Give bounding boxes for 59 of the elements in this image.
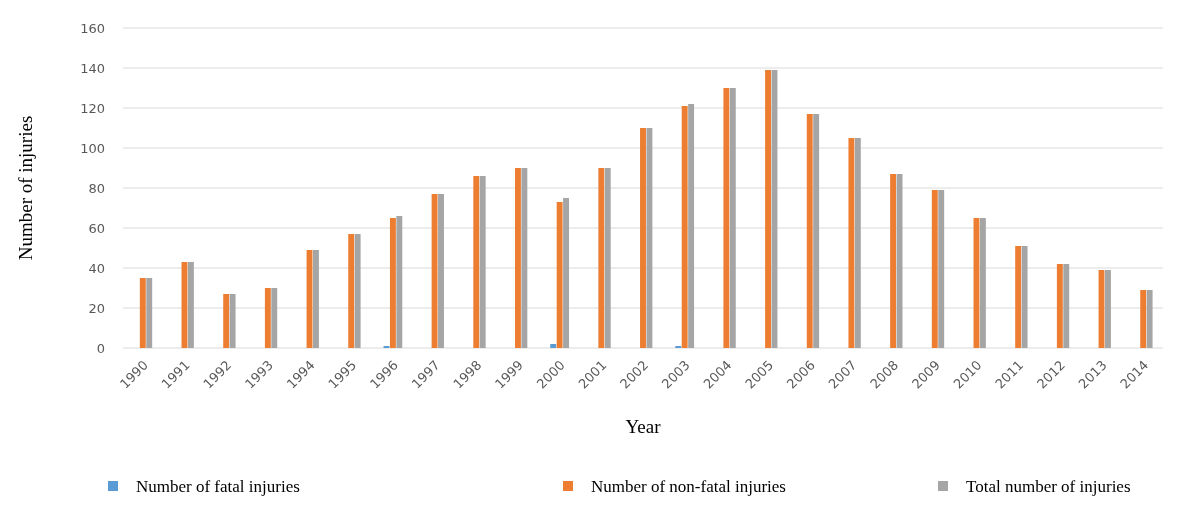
bar <box>515 168 521 348</box>
bar <box>1146 290 1153 348</box>
bar <box>813 114 820 348</box>
bar <box>438 194 444 348</box>
bar <box>354 234 361 348</box>
y-tick-label: 0 <box>96 340 105 356</box>
bar <box>229 294 236 348</box>
bar <box>348 234 355 348</box>
y-tick-label: 40 <box>88 260 105 276</box>
bar <box>688 104 695 348</box>
bar <box>264 288 271 348</box>
bar <box>139 278 146 348</box>
bar <box>681 106 688 348</box>
bar <box>598 168 605 348</box>
legend-label: Total number of injuries <box>966 477 1131 496</box>
bar <box>271 288 278 348</box>
bar <box>640 128 646 348</box>
bar <box>479 176 486 348</box>
bar <box>187 262 194 348</box>
bar <box>431 194 438 348</box>
bar <box>604 168 611 348</box>
y-tick-label: 140 <box>80 60 105 76</box>
bar <box>729 88 736 348</box>
y-tick-label: 80 <box>88 180 105 196</box>
bar <box>938 190 945 348</box>
bar <box>646 128 653 348</box>
bar <box>396 216 403 348</box>
bar <box>806 114 813 348</box>
bar <box>931 190 938 348</box>
bar <box>556 202 563 348</box>
x-axis-title: Year <box>625 416 662 437</box>
bar <box>389 218 396 348</box>
bar <box>890 174 897 348</box>
bar <box>765 70 771 348</box>
bar <box>1140 290 1147 348</box>
bar <box>313 250 319 348</box>
bar <box>1021 246 1028 348</box>
legend-label: Number of non-fatal injuries <box>591 477 786 496</box>
bar <box>1015 246 1022 348</box>
y-tick-label: 20 <box>88 300 105 316</box>
bar <box>1056 264 1063 348</box>
y-tick-label: 100 <box>80 140 105 156</box>
bar <box>848 138 855 348</box>
bar <box>854 138 861 348</box>
bar <box>1063 264 1070 348</box>
bar <box>550 344 557 348</box>
legend-label: Number of fatal injuries <box>136 477 300 496</box>
bar <box>223 294 230 348</box>
bar <box>521 168 528 348</box>
bar <box>979 218 986 348</box>
y-tick-label: 120 <box>80 100 105 116</box>
bar <box>563 198 570 348</box>
y-tick-label: 160 <box>80 20 105 36</box>
y-tick-label: 60 <box>88 220 105 236</box>
bar <box>146 278 153 348</box>
y-axis-title: Number of injuries <box>15 115 36 261</box>
bar <box>473 176 480 348</box>
bar <box>1104 270 1111 348</box>
bar <box>723 88 730 348</box>
